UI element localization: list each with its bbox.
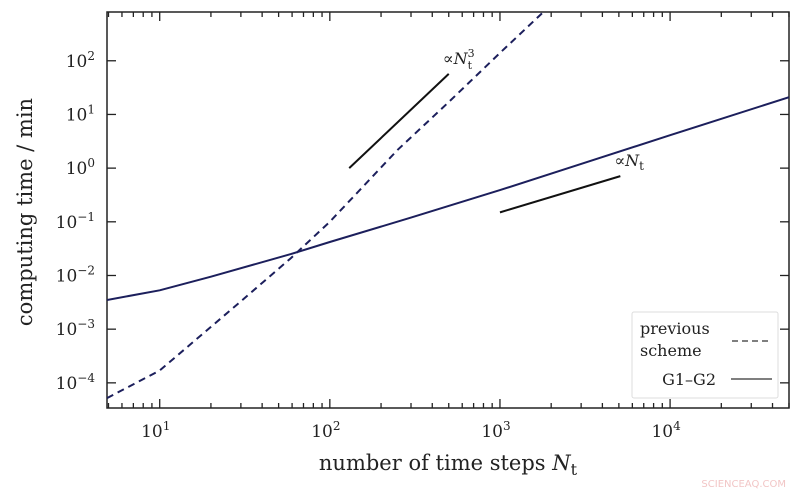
- annotation-label: ∝Nt: [614, 151, 644, 173]
- y-tick-label: 101: [66, 102, 95, 125]
- watermark: SCIENCEAQ.COM: [701, 479, 786, 490]
- series-line-g1-g2: [107, 96, 789, 301]
- legend-label-g1-g2: G1–G2: [662, 370, 716, 389]
- series-line-previous-scheme: [107, 12, 545, 399]
- legend-box: [631, 311, 779, 399]
- annotation-label: ∝N3 t: [443, 47, 475, 72]
- y-tick-label: 10−4: [56, 371, 96, 394]
- x-tick-label: 103: [481, 419, 510, 442]
- y-axis-label: computing time / min: [13, 98, 37, 326]
- x-tick-label: 101: [141, 419, 170, 442]
- x-tick-label: 102: [311, 419, 340, 442]
- x-axis-label: number of time steps Nt: [319, 451, 578, 479]
- y-tick-label: 10−1: [56, 210, 95, 233]
- y-tick-label: 10−3: [56, 317, 95, 340]
- y-tick-label: 102: [66, 49, 95, 72]
- reference-line: [348, 73, 450, 169]
- plot-frame: [106, 11, 790, 409]
- y-tick-label: 10−2: [56, 263, 95, 286]
- legend-label-previous-scheme-2: scheme: [640, 341, 702, 360]
- y-tick-label: 100: [66, 156, 95, 179]
- legend-label-previous-scheme: previous: [640, 319, 710, 338]
- x-tick-label: 104: [651, 419, 681, 442]
- reference-line: [499, 175, 621, 214]
